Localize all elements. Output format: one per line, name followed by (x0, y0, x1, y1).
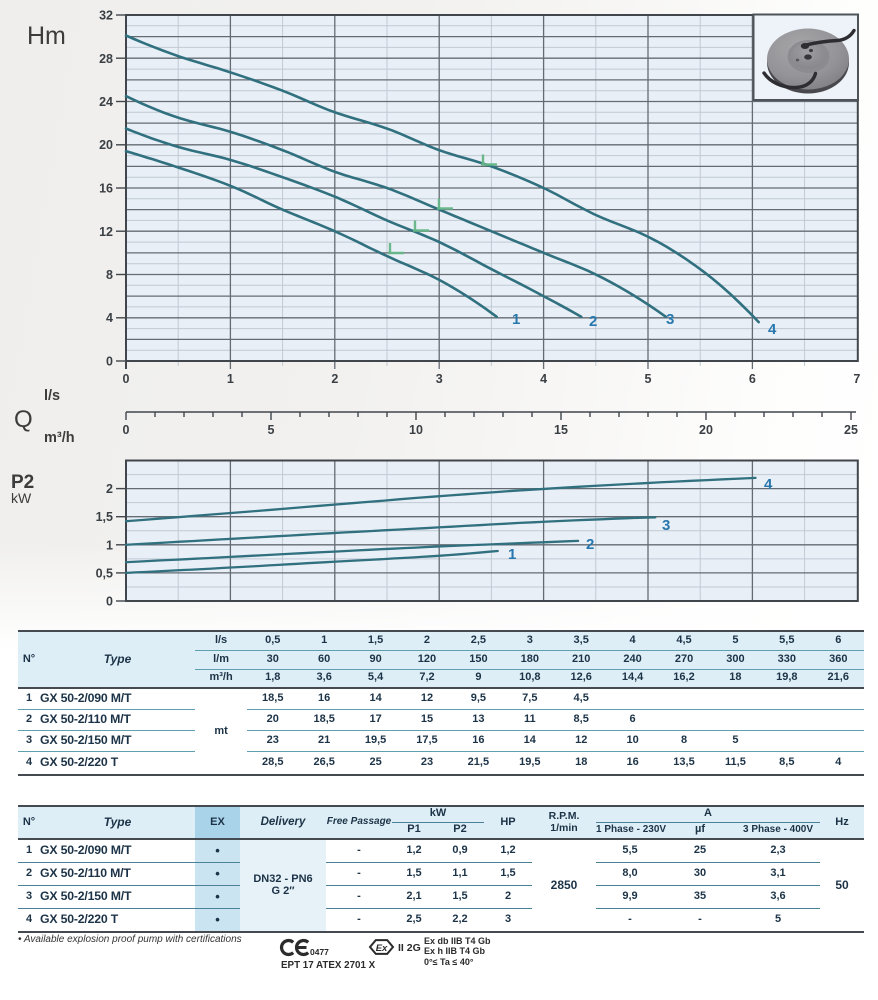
svg-text:1: 1 (508, 546, 516, 563)
svg-text:II 2G: II 2G (398, 942, 421, 954)
svg-text:0,5: 0,5 (96, 566, 113, 580)
svg-text:0: 0 (106, 595, 113, 609)
svg-text:3: 3 (662, 517, 670, 534)
svg-text:3: 3 (436, 372, 443, 386)
svg-text:4: 4 (764, 476, 773, 493)
svg-text:4: 4 (540, 372, 547, 386)
svg-text:10: 10 (409, 423, 423, 437)
svg-text:7: 7 (853, 372, 860, 386)
svg-text:1: 1 (512, 311, 520, 328)
svg-text:EPT 17 ATEX 2701 X: EPT 17 ATEX 2701 X (281, 960, 376, 971)
svg-text:l/s: l/s (44, 388, 60, 404)
svg-text:Ex: Ex (376, 943, 388, 954)
svg-text:Q: Q (14, 406, 33, 433)
svg-text:m³/h: m³/h (44, 430, 75, 446)
svg-text:kW: kW (11, 490, 32, 506)
svg-text:16: 16 (99, 182, 113, 196)
svg-text:12: 12 (99, 225, 113, 239)
svg-text:20: 20 (99, 138, 113, 152)
svg-text:5: 5 (268, 423, 275, 437)
svg-text:1: 1 (227, 372, 234, 386)
svg-text:2: 2 (589, 313, 597, 330)
svg-text:Ex db IIB T4 Gb: Ex db IIB T4 Gb (424, 936, 491, 946)
svg-text:0: 0 (123, 372, 130, 386)
svg-text:20: 20 (699, 423, 713, 437)
svg-text:4: 4 (106, 311, 113, 325)
svg-text:1: 1 (106, 538, 113, 552)
svg-text:5: 5 (645, 372, 652, 386)
svg-text:28: 28 (99, 52, 113, 66)
svg-text:P2: P2 (11, 472, 34, 493)
svg-text:2: 2 (106, 482, 113, 496)
svg-text:4: 4 (768, 321, 777, 338)
svg-text:0°≤ Ta ≤ 40°: 0°≤ Ta ≤ 40° (424, 957, 474, 967)
svg-text:Ex h IIB T4 Gb: Ex h IIB T4 Gb (424, 946, 486, 956)
svg-text:0: 0 (123, 423, 130, 437)
svg-text:3: 3 (666, 311, 674, 328)
svg-text:0: 0 (106, 355, 113, 369)
svg-text:2: 2 (586, 536, 594, 553)
svg-text:25: 25 (844, 423, 858, 437)
svg-text:6: 6 (749, 372, 756, 386)
svg-text:Hm: Hm (27, 22, 66, 50)
svg-text:8: 8 (106, 268, 113, 282)
svg-text:1,5: 1,5 (96, 510, 113, 524)
svg-text:2: 2 (331, 372, 338, 386)
svg-text:24: 24 (99, 95, 113, 109)
svg-text:15: 15 (554, 423, 568, 437)
svg-text:0477: 0477 (310, 947, 329, 957)
svg-text:32: 32 (99, 9, 113, 23)
